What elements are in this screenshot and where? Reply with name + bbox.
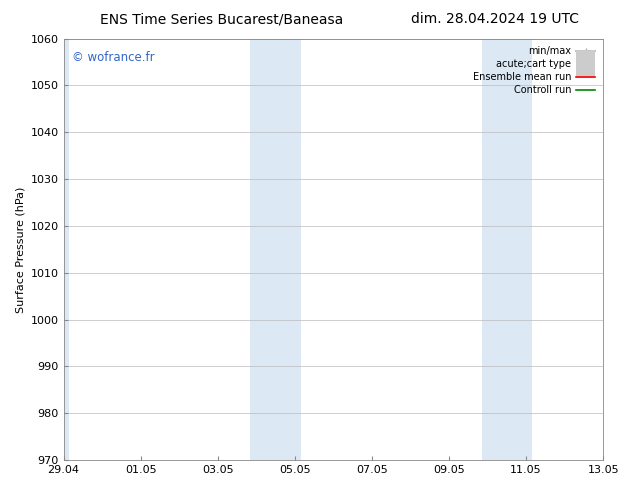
Bar [58,39,69,460]
Text: ENS Time Series Bucarest/Baneasa: ENS Time Series Bucarest/Baneasa [100,12,344,26]
Y-axis label: Surface Pressure (hPa): Surface Pressure (hPa) [15,186,25,313]
Text: dim. 28.04.2024 19 UTC: dim. 28.04.2024 19 UTC [411,12,578,26]
Bar [250,39,301,460]
Bar [482,39,532,460]
Text: © wofrance.fr: © wofrance.fr [72,51,154,64]
Legend: min/max, acute;cart type, Ensemble mean run, Controll run: min/max, acute;cart type, Ensemble mean … [470,44,598,98]
